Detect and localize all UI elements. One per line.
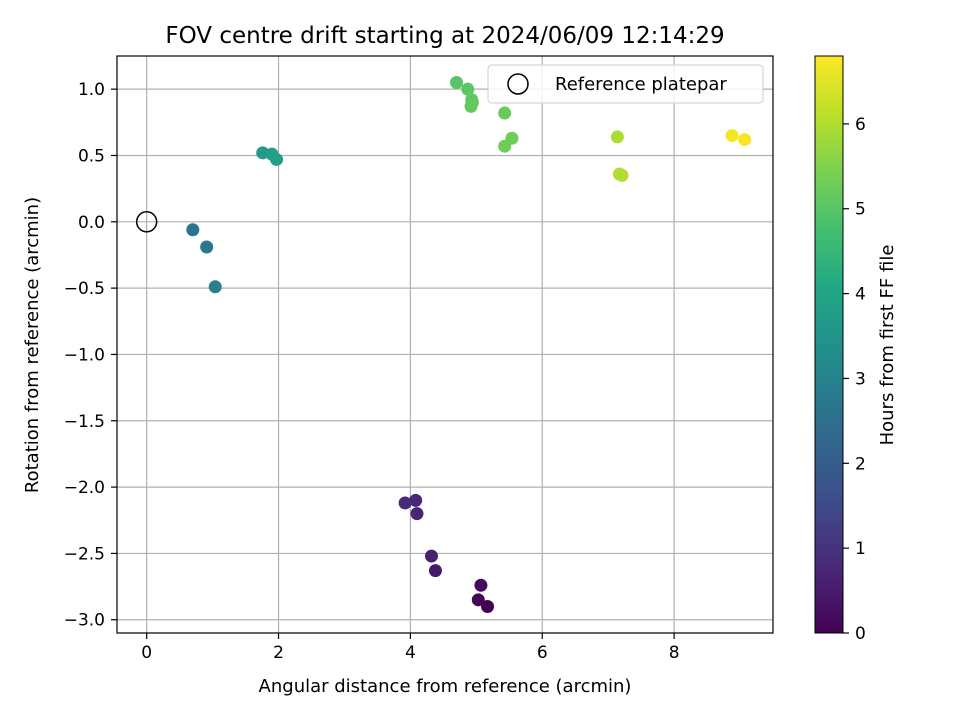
- y-tick-label: 1.0: [78, 80, 105, 100]
- data-point: [498, 139, 512, 153]
- colorbar-tick-label: 4: [855, 285, 866, 305]
- data-point: [615, 168, 629, 182]
- legend-marker: [507, 73, 529, 95]
- y-axis-label: Rotation from reference (arcmin): [22, 197, 43, 493]
- data-points: [186, 76, 752, 613]
- x-tick-label: 2: [273, 643, 284, 663]
- data-point: [200, 240, 214, 254]
- y-tick-label: −0.5: [64, 279, 105, 299]
- y-tick-label: 0.5: [78, 146, 105, 166]
- y-axis: 1.0 0.5 0.0 −0.5 −1.0 −1.5 −2.0 −2.5 −3.0: [64, 80, 117, 631]
- data-point: [474, 578, 488, 592]
- colorbar-tick-label: 6: [855, 115, 866, 135]
- x-tick-label: 0: [141, 643, 152, 663]
- x-tick-label: 8: [669, 643, 680, 663]
- x-axis-label: Angular distance from reference (arcmin): [259, 676, 632, 697]
- colorbar: 0 1 2 3 4 5 6 Hours from first FF file: [814, 55, 898, 644]
- data-point: [471, 593, 485, 607]
- grid-lines: [117, 56, 773, 633]
- legend-label: Reference platepar: [555, 74, 727, 95]
- x-tick-label: 4: [405, 643, 416, 663]
- data-point: [398, 496, 412, 510]
- y-tick-label: 0.0: [78, 213, 105, 233]
- x-axis: 0 2 4 6 8: [141, 633, 680, 663]
- data-point: [424, 549, 438, 563]
- data-point: [450, 76, 464, 90]
- y-tick-label: −2.5: [64, 544, 105, 564]
- data-point: [428, 564, 442, 578]
- reference-point-marker: [135, 211, 158, 233]
- data-point: [410, 507, 424, 521]
- data-point: [461, 82, 475, 96]
- colorbar-tick-label: 5: [855, 200, 866, 220]
- colorbar-tick-label: 3: [855, 369, 866, 389]
- data-point: [725, 129, 739, 143]
- data-point: [610, 130, 624, 144]
- colorbar-tick-label: 0: [855, 624, 866, 644]
- data-point: [738, 133, 752, 147]
- data-point: [270, 152, 284, 166]
- y-tick-label: −1.0: [64, 345, 105, 365]
- data-point: [186, 223, 200, 237]
- plot-frame: [116, 55, 774, 634]
- data-point: [208, 280, 222, 294]
- colorbar-tick-label: 1: [855, 539, 866, 559]
- x-tick-label: 6: [537, 643, 548, 663]
- colorbar-gradient: [814, 55, 844, 634]
- plot-area: 0 2 4 6 8 1.0 0.5 0.0 −0.5 −1.0 −1.5 −2.0 −2.5 −3.0: [64, 55, 774, 663]
- y-tick-label: −1.5: [64, 412, 105, 432]
- y-tick-label: −3.0: [64, 611, 105, 631]
- colorbar-tick-label: 2: [855, 454, 866, 474]
- legend-box: [487, 64, 764, 104]
- data-point: [464, 99, 478, 113]
- data-point: [481, 599, 495, 613]
- data-point: [409, 493, 423, 507]
- data-point: [498, 106, 512, 120]
- chart-title: FOV centre drift starting at 2024/06/09 …: [165, 23, 724, 49]
- colorbar-label: Hours from first FF file: [877, 245, 898, 446]
- colorbar-ticks: 0 1 2 3 4 5 6: [843, 115, 866, 644]
- legend: Reference platepar: [487, 64, 764, 104]
- y-tick-label: −2.0: [64, 478, 105, 498]
